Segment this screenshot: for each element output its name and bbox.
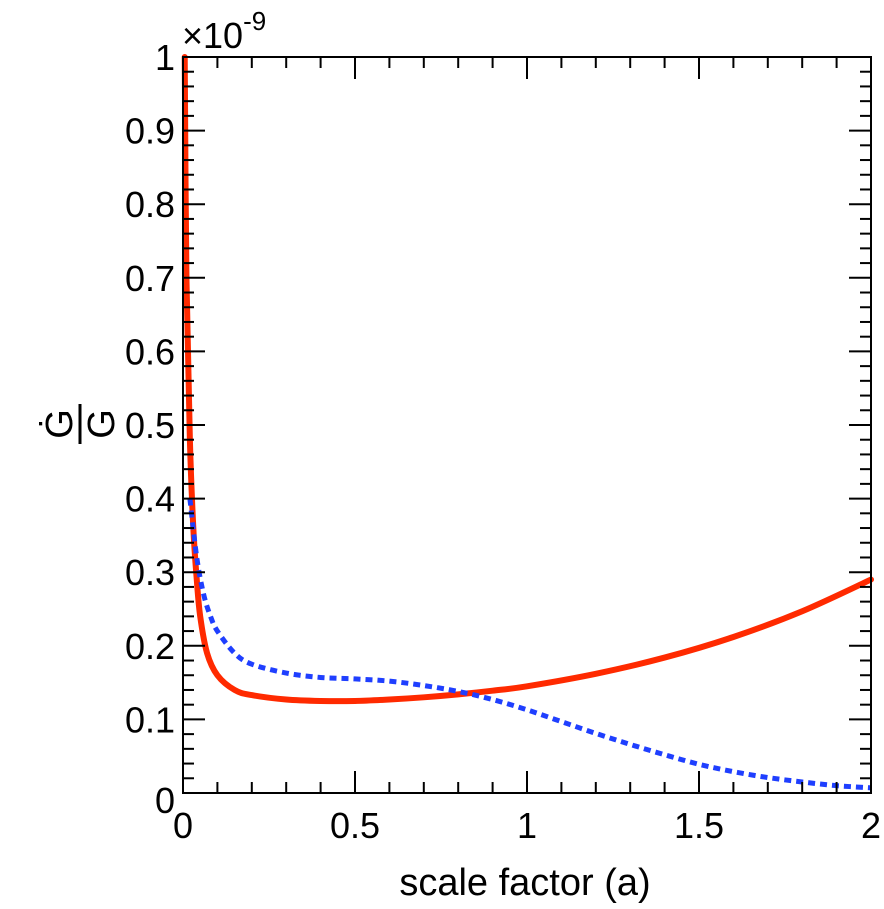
- x-tick-label: 1: [517, 805, 537, 846]
- y-tick-label: 0.1: [125, 699, 175, 740]
- y-tick-label: 0.3: [125, 552, 175, 593]
- series-line-solid: [181, 54, 874, 705]
- y-tick-label: 0.9: [125, 111, 175, 152]
- y-axis-title-numerator: Ġ: [37, 409, 81, 439]
- x-tick-label: 0: [173, 805, 193, 846]
- y-tick-label: 0.4: [125, 479, 175, 520]
- y-tick-label: 0.7: [125, 258, 175, 299]
- y-tick-label: 0.2: [125, 626, 175, 667]
- y-tick-label: 0.8: [125, 184, 175, 225]
- label-layer: 0 0.5 1 1.5 2 0 0.1 0.2 0.3 0.4 0.5 0.6 0.7 0.8 0.9 1: [125, 37, 881, 846]
- y-multiplier-label: ×10-9: [182, 6, 266, 56]
- y-tick-label: 0.5: [125, 405, 175, 446]
- series-line-dotted: [187, 498, 872, 791]
- x-tick-label: 2: [861, 805, 881, 846]
- x-axis-title: scale factor (a): [399, 862, 650, 904]
- x-tick-label: 1.5: [674, 805, 724, 846]
- y-axis-title-denominator: G: [81, 409, 123, 439]
- x-tick-label: 0.5: [330, 805, 380, 846]
- y-tick-label: 1: [155, 37, 175, 78]
- series-layer: [181, 54, 874, 791]
- y-multiplier-exponent: -9: [243, 6, 266, 36]
- y-multiplier-base: ×10: [182, 15, 243, 56]
- y-axis-title: Ġ G: [37, 404, 123, 444]
- tick-layer: [182, 56, 872, 794]
- y-tick-label: 0.6: [125, 331, 175, 372]
- y-tick-label: 0: [155, 780, 175, 821]
